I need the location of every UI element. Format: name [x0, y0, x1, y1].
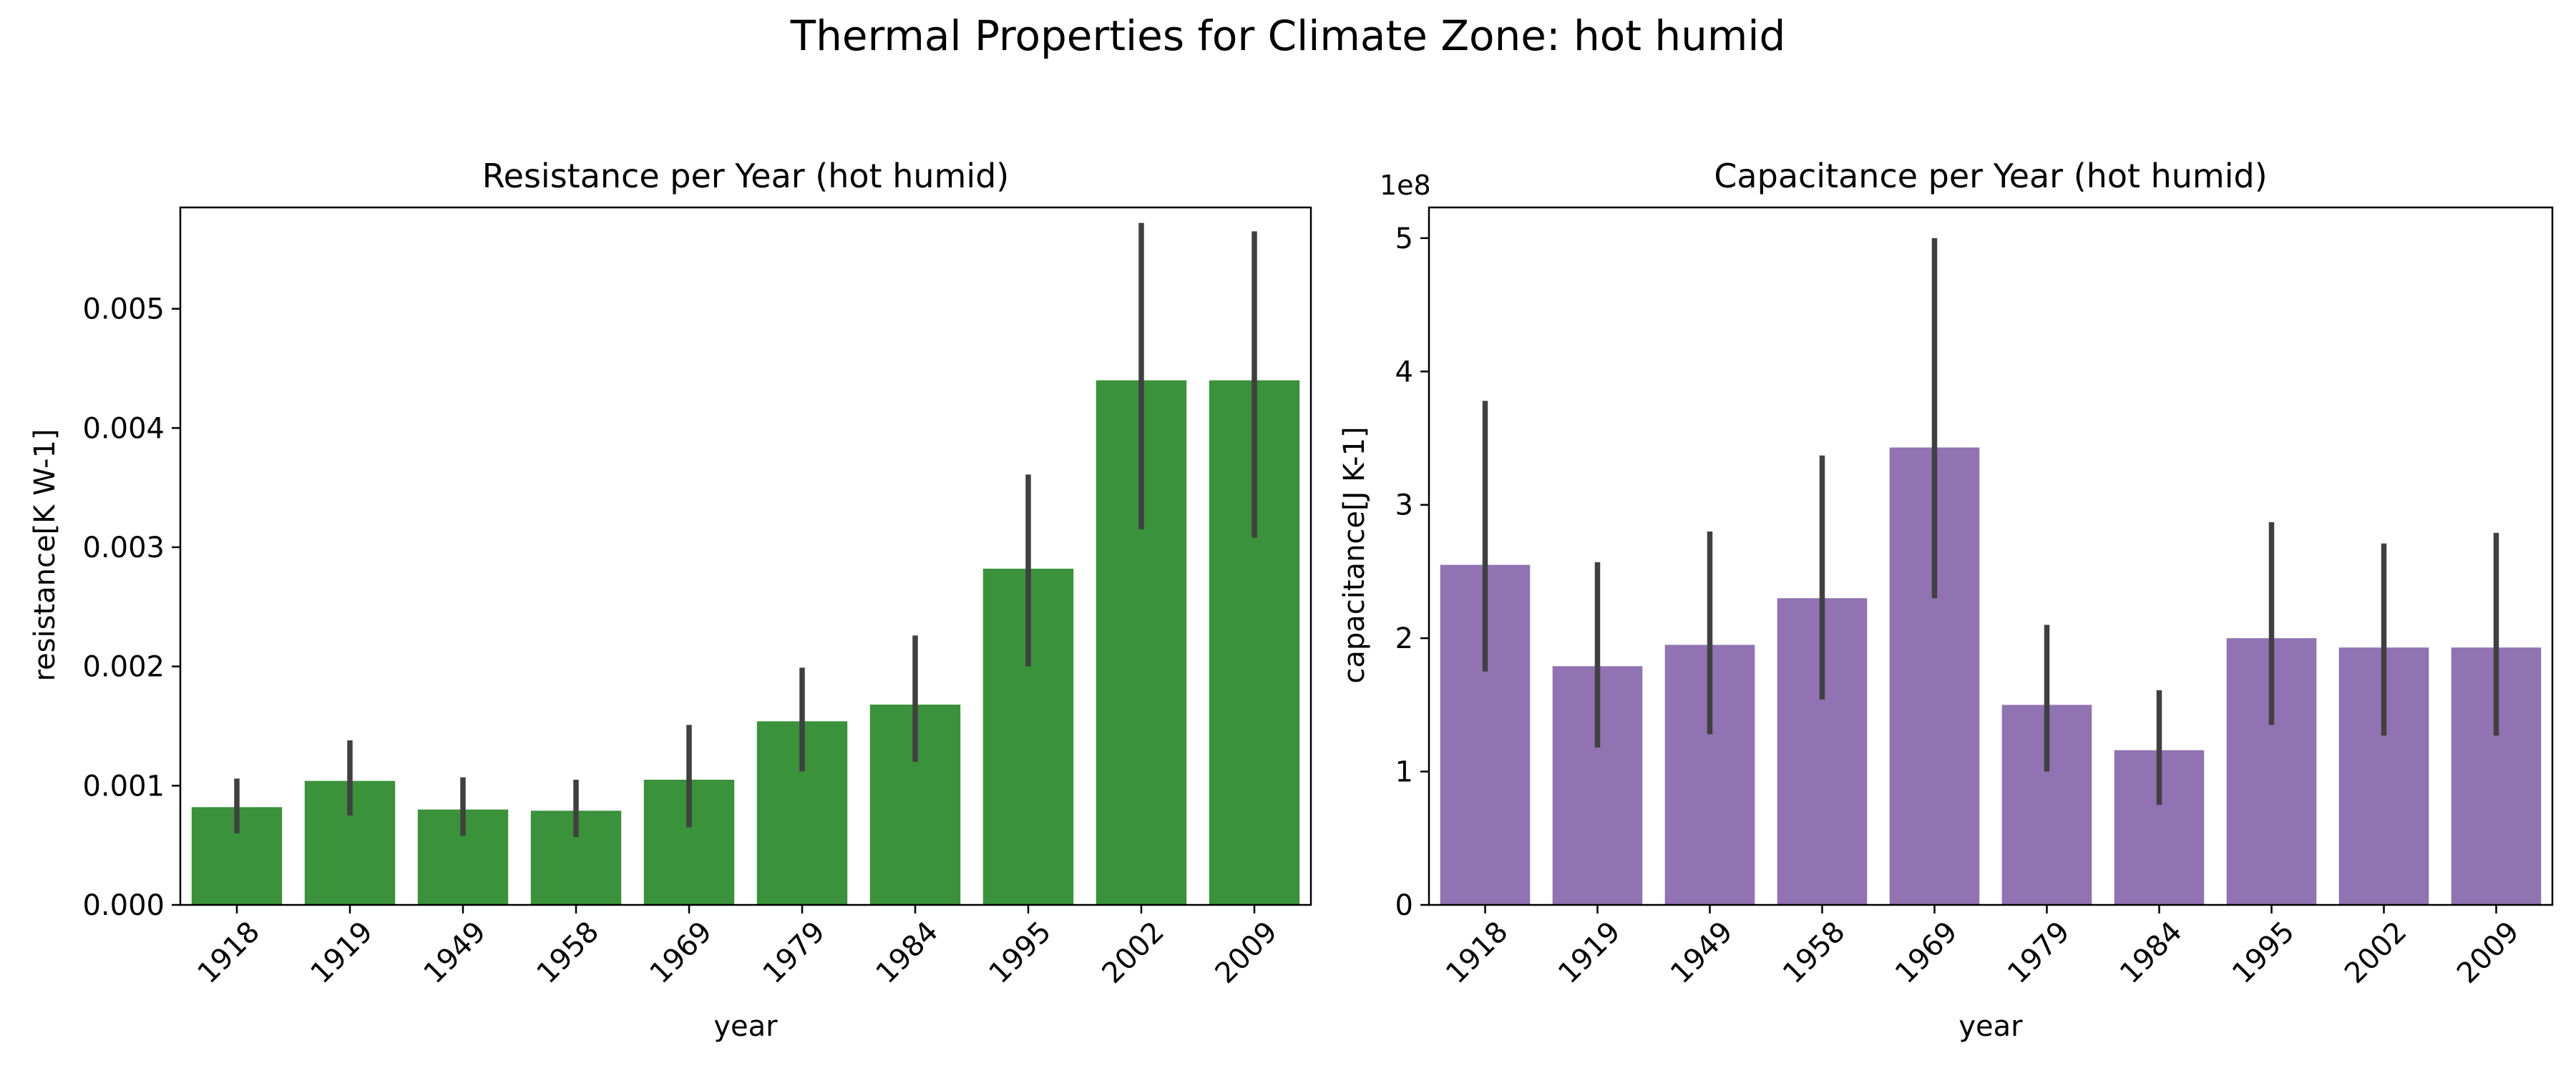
resistance-x-tick-label: 2002 [1096, 916, 1171, 991]
capacitance-x-tick-label: 2002 [2338, 916, 2414, 991]
resistance-x-tick-label: 1984 [870, 916, 945, 991]
capacitance-plot-area: 0 1 2 3 4 5 1918 1919 1949 1958 1969 1979 1984 1995 20… [1395, 206, 2554, 991]
capacitance-y-axis-label: capacitance[J K-1] [1338, 426, 1371, 683]
capacitance-x-tick-label: 1984 [2114, 916, 2189, 991]
resistance-y-tick-label: 0.004 [82, 412, 165, 445]
resistance-x-tick-label: 1995 [983, 916, 1058, 991]
capacitance-y-tick-label: 4 [1395, 356, 1413, 388]
resistance-x-tick-label: 1958 [531, 916, 606, 991]
capacitance-x-tick-label: 2009 [2451, 916, 2526, 991]
capacitance-chart-title: Capacitance per Year (hot humid) [1714, 157, 2267, 195]
resistance-x-tick-label: 1979 [757, 916, 832, 991]
capacitance-x-tick-label: 1979 [2001, 916, 2077, 991]
resistance-x-axis-label: year [713, 1010, 778, 1043]
resistance-y-axis-label: resistance[K W-1] [29, 428, 62, 681]
resistance-y-tick-label: 0.002 [82, 651, 165, 684]
resistance-x-tick-label: 1949 [418, 916, 493, 991]
capacitance-x-tick-label: 1918 [1440, 916, 1515, 991]
resistance-chart-title: Resistance per Year (hot humid) [482, 157, 1010, 195]
capacitance-axes-frame [1428, 206, 2554, 906]
capacitance-y-tick-label: 1 [1395, 756, 1413, 789]
capacitance-chart: Capacitance per Year (hot humid) 1e8 0 1 2… [1338, 157, 2554, 1043]
resistance-x-tick-label: 1969 [644, 916, 719, 991]
capacitance-x-tick-label: 1919 [1552, 916, 1627, 991]
resistance-y-tick-label: 0.003 [82, 531, 165, 564]
resistance-x-tick-label: 1919 [305, 916, 380, 991]
capacitance-x-axis-label: year [1958, 1010, 2023, 1043]
capacitance-x-tick-label: 1958 [1777, 916, 1852, 991]
resistance-plot-area: 0.000 0.001 0.002 0.003 0.004 0.005 1918 1919 19… [82, 206, 1312, 991]
capacitance-y-tick-label: 2 [1395, 622, 1413, 655]
resistance-x-tick-label: 2009 [1209, 916, 1284, 991]
figure-title: Thermal Properties for Climate Zone: hot… [790, 11, 1786, 60]
resistance-y-tick-label: 0.000 [82, 889, 165, 922]
capacitance-x-tick-label: 1995 [2226, 916, 2301, 991]
resistance-y-tick-label: 0.001 [82, 770, 165, 803]
resistance-y-tick-label: 0.005 [82, 293, 165, 326]
capacitance-x-tick-label: 1949 [1664, 916, 1740, 991]
resistance-chart: Resistance per Year (hot humid) 0.0000.0… [29, 157, 1312, 1043]
capacitance-offset-label: 1e8 [1380, 170, 1431, 201]
resistance-axes-frame [179, 206, 1312, 906]
capacitance-y-tick-label: 0 [1395, 889, 1413, 922]
resistance-x-tick-label: 1918 [192, 916, 267, 991]
capacitance-y-tick-label: 3 [1395, 489, 1413, 522]
capacitance-y-tick-label: 5 [1395, 222, 1413, 255]
capacitance-x-tick-label: 1969 [1889, 916, 1964, 991]
